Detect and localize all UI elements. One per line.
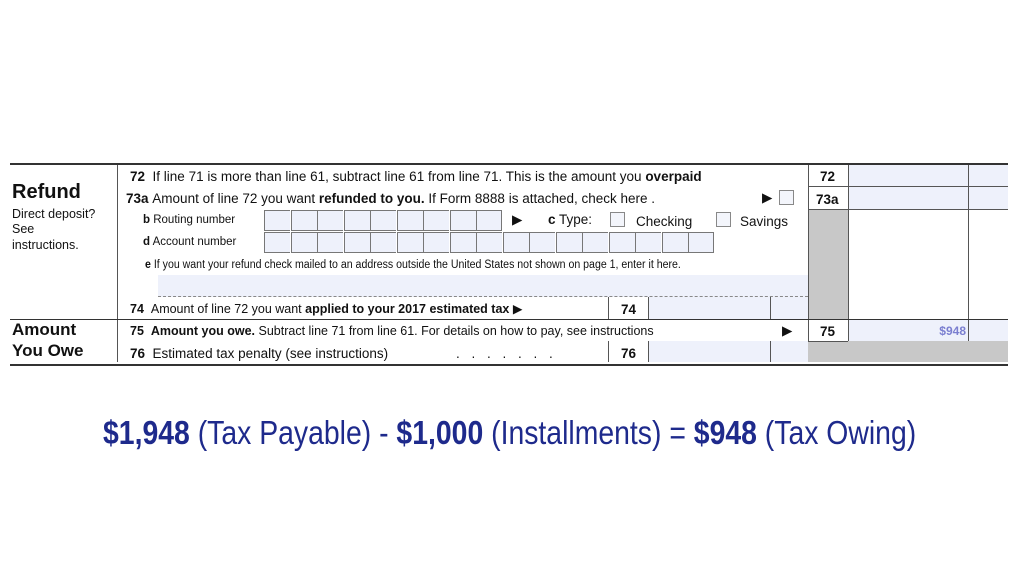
routing-digit-box[interactable] [370, 210, 396, 231]
account-digit-box[interactable] [502, 232, 529, 253]
divider [648, 341, 649, 362]
divider [770, 341, 771, 362]
arrow-icon: ▶ [782, 323, 793, 338]
routing-digit-box[interactable] [423, 210, 449, 231]
line-72-box-label: 72 [820, 169, 836, 184]
routing-digit-box[interactable] [343, 210, 370, 231]
line-73a-text: 73a Amount of line 72 you want refunded … [126, 191, 656, 206]
account-digit-box[interactable] [688, 232, 714, 253]
divider [158, 296, 808, 298]
tax-owing-label: (Tax Owing) [756, 414, 917, 451]
account-digit-box[interactable] [582, 232, 608, 253]
installments-label: (Installments) = [483, 414, 694, 451]
account-digit-box[interactable] [343, 232, 370, 253]
line-76-box-label: 76 [621, 346, 637, 361]
account-digit-box[interactable] [290, 232, 317, 253]
refund-note: See [12, 222, 35, 236]
account-digit-box[interactable] [423, 232, 449, 253]
line-74-box-label: 74 [621, 302, 637, 317]
routing-digit-box[interactable] [476, 210, 502, 231]
account-digit-box[interactable] [449, 232, 476, 253]
savings-label: Savings [740, 214, 789, 229]
divider [608, 341, 609, 362]
refund-note: instructions. [12, 238, 79, 252]
amount-owed-value: $948 [939, 324, 966, 338]
amount-you-owe-heading: You Owe [12, 341, 84, 360]
routing-number-label: b Routing number [143, 214, 236, 226]
form-8888-checkbox[interactable] [779, 190, 794, 205]
line-75-box-label: 75 [820, 324, 836, 339]
line-74-text: 74 Amount of line 72 you want applied to… [130, 302, 523, 316]
shaded-area [808, 341, 1008, 362]
account-digit-box[interactable] [396, 232, 423, 253]
routing-digit-box[interactable] [290, 210, 317, 231]
account-digit-box[interactable] [370, 232, 396, 253]
account-digit-box[interactable] [317, 232, 343, 253]
foreign-address-field[interactable] [158, 275, 808, 297]
routing-digit-box[interactable] [449, 210, 476, 231]
routing-digit-box[interactable] [396, 210, 423, 231]
form-1040-refund-section: Refund Direct deposit? See instructions.… [10, 163, 1008, 366]
account-digit-box[interactable] [476, 232, 502, 253]
divider [808, 209, 1008, 210]
installments-amount: $1,000 [396, 414, 484, 451]
tax-owing-amount: $948 [693, 414, 757, 451]
arrow-icon: ▶ [762, 190, 773, 205]
divider [848, 165, 849, 341]
divider [770, 297, 771, 319]
leader-dots: . . . . . . . [456, 346, 557, 361]
account-digit-box[interactable] [661, 232, 688, 253]
tax-equation: $1,948 (Tax Payable) - $1,000 (Installme… [103, 414, 916, 452]
routing-digit-box[interactable] [317, 210, 343, 231]
line-74-amount-field[interactable] [648, 297, 808, 319]
account-digit-box[interactable] [529, 232, 555, 253]
account-digit-box[interactable] [555, 232, 582, 253]
amount-you-owe-heading: Amount [12, 320, 77, 339]
account-type-label: c Type: [548, 212, 593, 227]
arrow-icon: ▶ [512, 212, 523, 227]
line-73a-box-label: 73a [816, 192, 839, 207]
divider [10, 319, 1008, 320]
refund-note: Direct deposit? [12, 207, 96, 221]
line-76-amount-field[interactable] [648, 341, 808, 362]
account-number-label: d Account number [143, 236, 237, 248]
divider [808, 186, 1008, 187]
shaded-area [808, 209, 848, 319]
savings-checkbox[interactable] [716, 212, 731, 227]
line-72-73a-amount-field[interactable] [848, 165, 1008, 209]
account-digit-box[interactable] [635, 232, 661, 253]
line-76-text: 76 Estimated tax penalty (see instructio… [130, 346, 389, 361]
tax-payable-label: (Tax Payable) - [189, 414, 397, 451]
line-72-text: 72 If line 71 is more than line 61, subt… [130, 169, 702, 184]
checking-label: Checking [636, 214, 693, 229]
line-75-text: 75 Amount you owe. Subtract line 71 from… [130, 324, 654, 338]
account-digit-box[interactable] [264, 232, 290, 253]
line-73e-text: e If you want your refund check mailed t… [145, 259, 681, 271]
divider [608, 297, 609, 319]
divider [648, 297, 649, 319]
divider [968, 165, 969, 341]
divider [117, 165, 118, 362]
tax-payable-amount: $1,948 [103, 414, 190, 451]
divider [808, 341, 848, 342]
checking-checkbox[interactable] [610, 212, 625, 227]
divider [808, 165, 809, 341]
routing-digit-box[interactable] [264, 210, 290, 231]
refund-heading: Refund [12, 181, 81, 203]
account-digit-box[interactable] [608, 232, 635, 253]
